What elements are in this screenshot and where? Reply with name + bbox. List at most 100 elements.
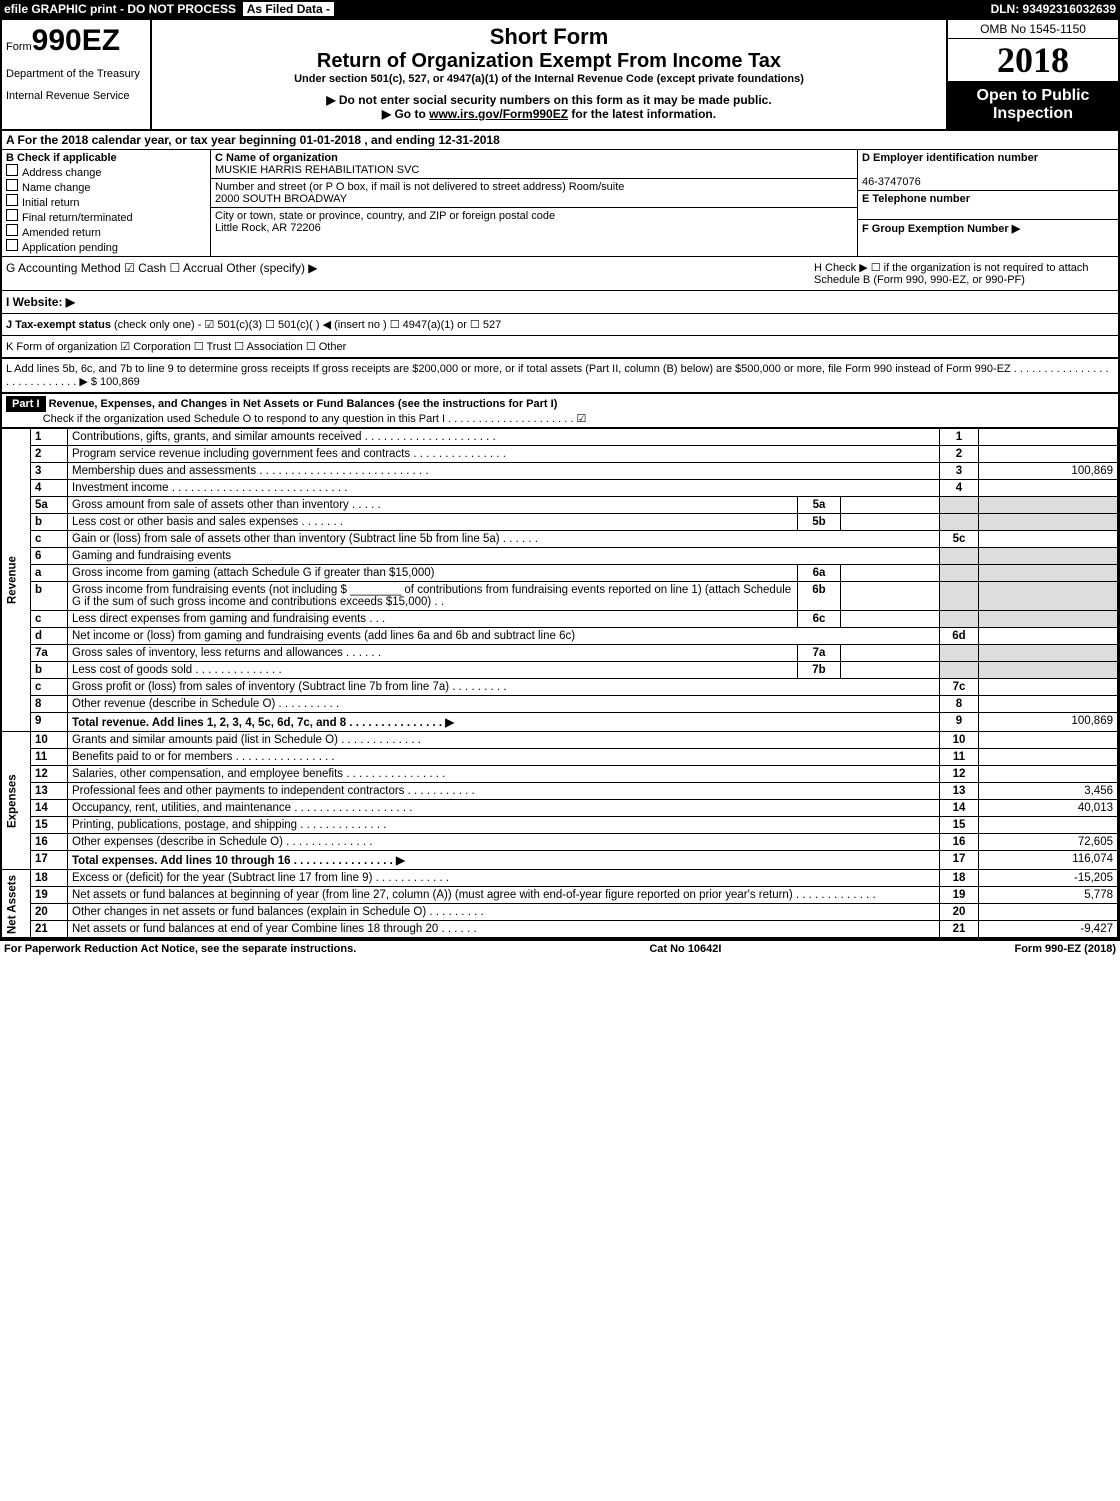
mini-val [841, 514, 940, 531]
line-num: 16 [31, 834, 68, 851]
omb: OMB No 1545-1150 [948, 20, 1118, 39]
line-num: 9 [31, 713, 68, 732]
checkbox-icon[interactable] [6, 209, 18, 221]
header-right: OMB No 1545-1150 2018 Open to Public Ins… [946, 20, 1118, 129]
line-num: 4 [31, 480, 68, 497]
line-desc: Less direct expenses from gaming and fun… [68, 611, 798, 628]
ein: 46-3747076 [862, 176, 921, 188]
header-left: Form990EZ Department of the Treasury Int… [2, 20, 152, 129]
line-num: 15 [31, 817, 68, 834]
amount [979, 480, 1118, 497]
as-filed: As Filed Data - [243, 2, 334, 16]
amount: 5,778 [979, 887, 1118, 904]
right-num: 14 [940, 800, 979, 817]
amount: 3,456 [979, 783, 1118, 800]
header: Form990EZ Department of the Treasury Int… [2, 20, 1118, 131]
mini-val [841, 582, 940, 611]
line-num: 20 [31, 904, 68, 921]
lines-table: Revenue1Contributions, gifts, grants, an… [2, 428, 1118, 938]
amount [979, 817, 1118, 834]
section-label: Net Assets [2, 870, 31, 938]
foot-right: Form 990-EZ (2018) [1014, 943, 1116, 955]
box-C: C Name of organizationMUSKIE HARRIS REHA… [211, 150, 857, 256]
h-check: H Check ▶ ☐ if the organization is not r… [810, 257, 1118, 290]
foot-left: For Paperwork Reduction Act Notice, see … [4, 943, 356, 955]
j-tax-exempt: J Tax-exempt status (check only one) - ☑… [2, 314, 1118, 336]
line-desc: Gross amount from sale of assets other t… [68, 497, 798, 514]
line-desc: Other expenses (describe in Schedule O) … [68, 834, 940, 851]
checkbox-icon[interactable] [6, 164, 18, 176]
mini-num: 6c [798, 611, 841, 628]
line-desc: Other changes in net assets or fund bala… [68, 904, 940, 921]
b-pending: Application pending [22, 242, 118, 254]
mini-num: 6b [798, 582, 841, 611]
open-public: Open to Public Inspection [948, 81, 1118, 129]
d-label: D Employer identification number [862, 152, 1038, 164]
line-num: 12 [31, 766, 68, 783]
part1-title: Revenue, Expenses, and Changes in Net As… [49, 398, 558, 410]
right-num: 4 [940, 480, 979, 497]
line-num: c [31, 679, 68, 696]
line-desc: Net income or (loss) from gaming and fun… [68, 628, 940, 645]
line-desc: Other revenue (describe in Schedule O) .… [68, 696, 940, 713]
addr: 2000 SOUTH BROADWAY [215, 193, 347, 205]
grey-cell [979, 497, 1118, 514]
irs: Internal Revenue Service [6, 90, 146, 102]
line-desc: Gross sales of inventory, less returns a… [68, 645, 798, 662]
line-num: 2 [31, 446, 68, 463]
line-num: 11 [31, 749, 68, 766]
form-prefix: Form [6, 41, 32, 53]
checkbox-icon[interactable] [6, 224, 18, 236]
goto: ▶ Go to www.irs.gov/Form990EZ for the la… [156, 107, 942, 121]
form-number: 990EZ [32, 24, 120, 57]
amount [979, 904, 1118, 921]
line-desc: Contributions, gifts, grants, and simila… [68, 429, 940, 446]
mini-num: 6a [798, 565, 841, 582]
mini-val [841, 565, 940, 582]
checkbox-icon[interactable] [6, 194, 18, 206]
amount: 72,605 [979, 834, 1118, 851]
right-num: 20 [940, 904, 979, 921]
city-label: City or town, state or province, country… [215, 210, 555, 222]
amount: 100,869 [979, 463, 1118, 480]
b-amended: Amended return [22, 227, 101, 239]
line-desc: Occupancy, rent, utilities, and maintena… [68, 800, 940, 817]
line-desc: Total expenses. Add lines 10 through 16 … [68, 851, 940, 870]
line-num: c [31, 531, 68, 548]
line-desc: Excess or (deficit) for the year (Subtra… [68, 870, 940, 887]
e-label: E Telephone number [862, 193, 970, 205]
amount [979, 732, 1118, 749]
line-num: 10 [31, 732, 68, 749]
year: 2018 [948, 39, 1118, 81]
line-desc: Total revenue. Add lines 1, 2, 3, 4, 5c,… [68, 713, 940, 732]
right-num: 3 [940, 463, 979, 480]
b-address: Address change [22, 167, 102, 179]
g-accounting: G Accounting Method ☑ Cash ☐ Accrual Oth… [2, 257, 810, 290]
right-num: 2 [940, 446, 979, 463]
dept: Department of the Treasury [6, 68, 146, 80]
right-num: 17 [940, 851, 979, 870]
line-desc: Program service revenue including govern… [68, 446, 940, 463]
line-desc: Less cost or other basis and sales expen… [68, 514, 798, 531]
row-BCD: B Check if applicable Address change Nam… [2, 150, 1118, 257]
line-desc: Gross income from gaming (attach Schedul… [68, 565, 798, 582]
c-label: C Name of organization [215, 152, 338, 164]
warn: ▶ Do not enter social security numbers o… [156, 93, 942, 107]
checkbox-icon[interactable] [6, 179, 18, 191]
org-name: MUSKIE HARRIS REHABILITATION SVC [215, 164, 419, 176]
part1-badge: Part I [6, 396, 46, 412]
amount [979, 628, 1118, 645]
line-num: 19 [31, 887, 68, 904]
part1-header: Part I Revenue, Expenses, and Changes in… [2, 394, 1118, 428]
checkbox-icon[interactable] [6, 239, 18, 251]
box-B: B Check if applicable Address change Nam… [2, 150, 211, 256]
top-bar: efile GRAPHIC print - DO NOT PROCESS As … [0, 0, 1120, 18]
amount [979, 446, 1118, 463]
grey-cell [940, 645, 979, 662]
grey-cell [979, 548, 1118, 565]
amount [979, 429, 1118, 446]
city: Little Rock, AR 72206 [215, 222, 321, 234]
grey-cell [940, 548, 979, 565]
line-desc: Professional fees and other payments to … [68, 783, 940, 800]
line-num: d [31, 628, 68, 645]
